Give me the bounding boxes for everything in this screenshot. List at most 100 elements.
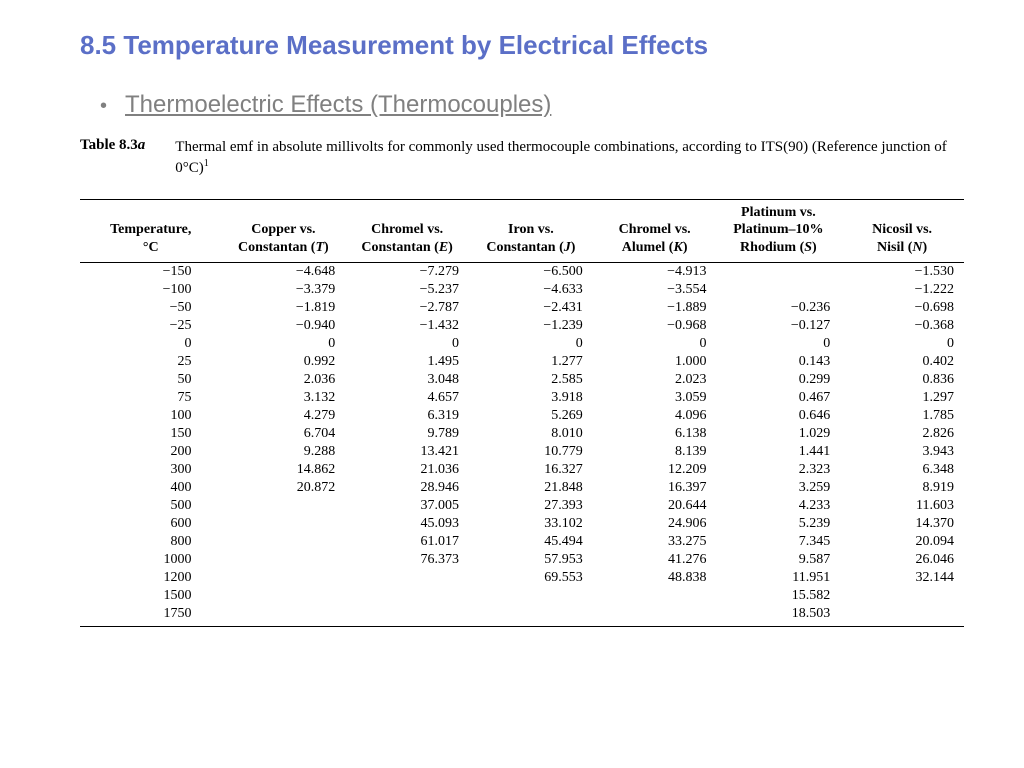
cell-t: −3.379: [222, 281, 346, 299]
cell-n: 20.094: [840, 533, 964, 551]
cell-e: 0: [345, 335, 469, 353]
cell-n: −0.698: [840, 299, 964, 317]
cell-t: [222, 551, 346, 569]
cell-j: −2.431: [469, 299, 593, 317]
cell-n: 6.348: [840, 461, 964, 479]
cell-e: 3.048: [345, 371, 469, 389]
cell-temp: 800: [80, 533, 222, 551]
cell-s: 18.503: [717, 605, 841, 627]
cell-j: −6.500: [469, 263, 593, 282]
cell-t: −4.648: [222, 263, 346, 282]
cell-n: 11.603: [840, 497, 964, 515]
col-chromel-alumel: Chromel vs.Alumel (K): [593, 199, 717, 263]
table-row: 1004.2796.3195.2694.0960.6461.785: [80, 407, 964, 425]
cell-temp: 1200: [80, 569, 222, 587]
cell-j: 1.277: [469, 353, 593, 371]
col-temperature: Temperature,°C: [80, 199, 222, 263]
cell-k: 24.906: [593, 515, 717, 533]
cell-j: 16.327: [469, 461, 593, 479]
cell-temp: 400: [80, 479, 222, 497]
col-chromel-constantan: Chromel vs.Constantan (E): [345, 199, 469, 263]
cell-n: 3.943: [840, 443, 964, 461]
cell-temp: 1750: [80, 605, 222, 627]
cell-k: 3.059: [593, 389, 717, 407]
caption-text: Thermal emf in absolute millivolts for c…: [175, 137, 964, 179]
cell-e: [345, 605, 469, 627]
cell-s: [717, 281, 841, 299]
cell-e: 28.946: [345, 479, 469, 497]
bullet-item: • Thermoelectric Effects (Thermocouples): [100, 91, 984, 119]
cell-j: 2.585: [469, 371, 593, 389]
table-row: 250.9921.4951.2771.0000.1430.402: [80, 353, 964, 371]
header-row: Temperature,°C Copper vs.Constantan (T) …: [80, 199, 964, 263]
cell-n: 14.370: [840, 515, 964, 533]
table-row: −100−3.379−5.237−4.633−3.554−1.222: [80, 281, 964, 299]
col-iron-constantan: Iron vs.Constantan (J): [469, 199, 593, 263]
cell-n: [840, 605, 964, 627]
table-row: −50−1.819−2.787−2.431−1.889−0.236−0.698: [80, 299, 964, 317]
cell-j: 69.553: [469, 569, 593, 587]
cell-s: −0.236: [717, 299, 841, 317]
cell-e: 76.373: [345, 551, 469, 569]
cell-s: 1.029: [717, 425, 841, 443]
cell-k: 1.000: [593, 353, 717, 371]
cell-n: 8.919: [840, 479, 964, 497]
cell-e: [345, 587, 469, 605]
cell-t: 6.704: [222, 425, 346, 443]
cell-temp: 150: [80, 425, 222, 443]
cell-k: 4.096: [593, 407, 717, 425]
table-row: 2009.28813.42110.7798.1391.4413.943: [80, 443, 964, 461]
cell-t: 3.132: [222, 389, 346, 407]
table-body: −150−4.648−7.279−6.500−4.913−1.530−100−3…: [80, 263, 964, 627]
table-row: 50037.00527.39320.6444.23311.603: [80, 497, 964, 515]
table-row: 40020.87228.94621.84816.3973.2598.919: [80, 479, 964, 497]
bullet-icon: •: [100, 95, 107, 118]
cell-e: −7.279: [345, 263, 469, 282]
cell-temp: 1500: [80, 587, 222, 605]
cell-temp: −150: [80, 263, 222, 282]
table-row: 1506.7049.7898.0106.1381.0292.826: [80, 425, 964, 443]
cell-temp: 300: [80, 461, 222, 479]
cell-s: 11.951: [717, 569, 841, 587]
table-row: −150−4.648−7.279−6.500−4.913−1.530: [80, 263, 964, 282]
cell-k: −3.554: [593, 281, 717, 299]
cell-j: 27.393: [469, 497, 593, 515]
cell-s: [717, 263, 841, 282]
cell-temp: 75: [80, 389, 222, 407]
cell-t: −0.940: [222, 317, 346, 335]
table-row: 80061.01745.49433.2757.34520.094: [80, 533, 964, 551]
cell-t: [222, 569, 346, 587]
cell-n: [840, 587, 964, 605]
cell-k: 8.139: [593, 443, 717, 461]
cell-t: 14.862: [222, 461, 346, 479]
cell-n: −1.530: [840, 263, 964, 282]
cell-temp: 100: [80, 407, 222, 425]
cell-k: 16.397: [593, 479, 717, 497]
cell-t: [222, 515, 346, 533]
cell-j: 57.953: [469, 551, 593, 569]
cell-e: 21.036: [345, 461, 469, 479]
cell-e: −2.787: [345, 299, 469, 317]
cell-j: 10.779: [469, 443, 593, 461]
cell-temp: −25: [80, 317, 222, 335]
cell-k: −1.889: [593, 299, 717, 317]
cell-n: 2.826: [840, 425, 964, 443]
cell-j: 5.269: [469, 407, 593, 425]
cell-s: 0.143: [717, 353, 841, 371]
cell-k: 2.023: [593, 371, 717, 389]
cell-t: [222, 587, 346, 605]
cell-s: 0.467: [717, 389, 841, 407]
table-caption: Table 8.3a Thermal emf in absolute milli…: [80, 137, 964, 179]
cell-j: 45.494: [469, 533, 593, 551]
table-row: 150015.582: [80, 587, 964, 605]
cell-k: 12.209: [593, 461, 717, 479]
thermocouple-table: Temperature,°C Copper vs.Constantan (T) …: [80, 199, 964, 628]
cell-t: 0.992: [222, 353, 346, 371]
cell-j: 21.848: [469, 479, 593, 497]
cell-s: 0.646: [717, 407, 841, 425]
cell-s: 3.259: [717, 479, 841, 497]
cell-s: 4.233: [717, 497, 841, 515]
cell-n: 1.297: [840, 389, 964, 407]
table-container: Table 8.3a Thermal emf in absolute milli…: [80, 137, 964, 627]
cell-s: −0.127: [717, 317, 841, 335]
